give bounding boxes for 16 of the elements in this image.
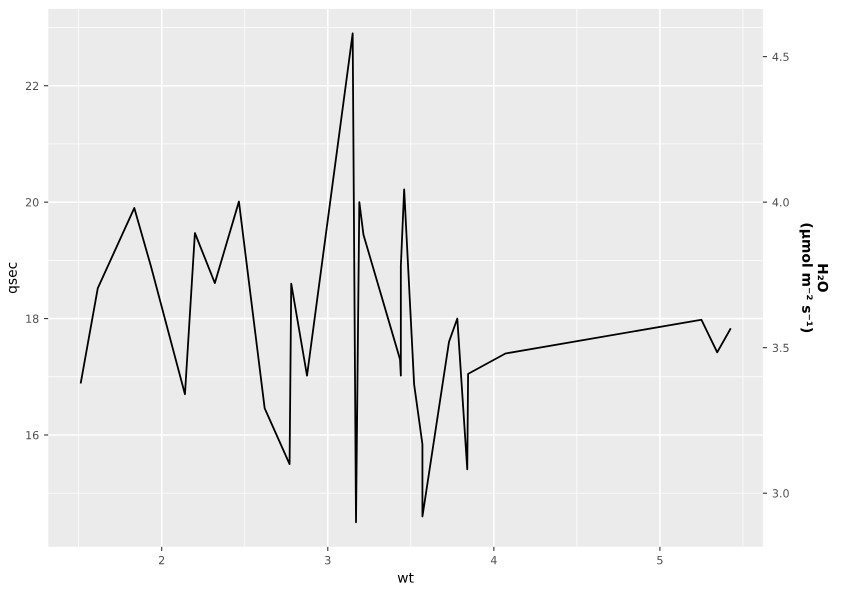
y2-axis-title: H₂O (µmol m⁻² s⁻¹) — [799, 224, 828, 332]
line-series — [80, 32, 732, 524]
y-tick-label: 16 — [26, 430, 39, 440]
y2-tick-label: 3.5 — [772, 344, 789, 352]
x-tick-label: 2 — [158, 556, 164, 564]
y-tick-label: 18 — [26, 314, 38, 323]
y2-tick-label: 4.5 — [772, 52, 789, 62]
y-axis-title: qsec — [8, 262, 20, 294]
x-axis-title: wt — [398, 572, 414, 583]
x-tick-label: 4 — [490, 556, 497, 564]
y2-tick-label: 3.0 — [772, 489, 789, 498]
x-tick-label: 3 — [325, 556, 330, 564]
y-tick-label: 20 — [26, 198, 39, 207]
x-tick-label: 5 — [657, 556, 662, 564]
y2-tick-label: 4.0 — [772, 198, 789, 207]
y-tick-label: 22 — [26, 82, 38, 90]
